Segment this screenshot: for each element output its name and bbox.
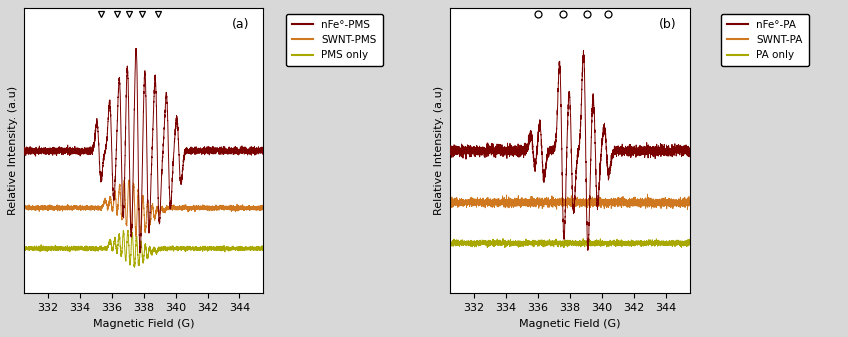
Text: (a): (a) bbox=[232, 18, 250, 31]
Legend: nFe°-PA, SWNT-PA, PA only: nFe°-PA, SWNT-PA, PA only bbox=[721, 13, 809, 66]
X-axis label: Magnetic Field (G): Magnetic Field (G) bbox=[93, 319, 194, 329]
Y-axis label: Relative Intensity. (a.u): Relative Intensity. (a.u) bbox=[434, 86, 444, 215]
X-axis label: Magnetic Field (G): Magnetic Field (G) bbox=[519, 319, 621, 329]
Y-axis label: Relative Intensity. (a.u): Relative Intensity. (a.u) bbox=[8, 86, 19, 215]
Legend: nFe°-PMS, SWNT-PMS, PMS only: nFe°-PMS, SWNT-PMS, PMS only bbox=[286, 13, 382, 66]
Text: (b): (b) bbox=[658, 18, 676, 31]
